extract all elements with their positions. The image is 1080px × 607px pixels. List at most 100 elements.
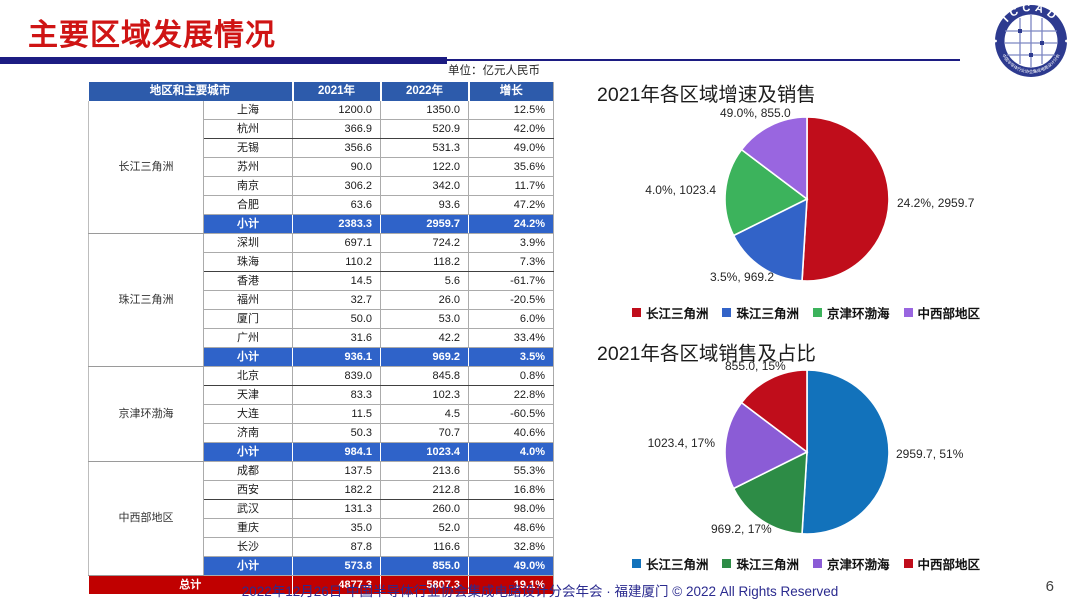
growth-cell: 6.0% — [468, 309, 554, 329]
city-cell: 珠海 — [203, 252, 293, 272]
legend-item-珠江三角洲: 珠江三角洲 — [722, 554, 799, 573]
growth-cell: -20.5% — [468, 290, 554, 310]
legend-item-长江三角洲: 长江三角洲 — [631, 303, 709, 322]
value-2022-cell: 531.3 — [380, 138, 469, 158]
value-2022-cell: 260.0 — [380, 499, 469, 519]
value-2021-cell: 137.5 — [292, 461, 381, 481]
growth-cell: 98.0% — [468, 499, 554, 519]
table-row: 合肥 63.6 93.6 47.2% — [89, 195, 554, 215]
growth-cell: 22.8% — [468, 385, 554, 405]
legend-swatch-icon — [903, 559, 913, 568]
value-2022-cell: 42.2 — [380, 328, 469, 348]
growth-cell: -60.5% — [468, 404, 554, 424]
legend-label: 京津环渤海 — [827, 307, 890, 321]
subtotal-label-cell: 小计 — [203, 347, 293, 367]
value-2021-cell: 31.6 — [292, 328, 381, 348]
legend-item-京津环渤海: 京津环渤海 — [813, 303, 890, 322]
value-2022-cell: 724.2 — [380, 233, 469, 253]
city-cell: 天津 — [203, 385, 293, 405]
pie-slice-珠江三角洲 — [732, 197, 808, 282]
table-row: 广州 31.6 42.2 33.4% — [89, 328, 554, 348]
subtotal-label-cell: 小计 — [203, 442, 293, 462]
table-header: 地区和主要城市 2021年 2022年 增长 — [88, 82, 554, 101]
subtotal-row: 小计 2383.3 2959.7 24.2% — [89, 214, 554, 234]
value-2021-cell: 839.0 — [292, 366, 381, 386]
value-2021-cell: 87.8 — [292, 537, 381, 557]
growth-cell: -61.7% — [468, 271, 554, 291]
legend-swatch-icon — [813, 559, 822, 568]
subtotal-2022-cell: 1023.4 — [380, 442, 469, 462]
growth-cell: 3.9% — [468, 233, 554, 253]
value-2021-cell: 356.6 — [292, 138, 381, 158]
value-2022-cell: 53.0 — [380, 309, 469, 329]
legend-swatch-icon — [813, 308, 822, 317]
city-cell: 成都 — [203, 461, 293, 481]
growth-cell: 55.3% — [468, 461, 554, 481]
value-2022-cell: 342.0 — [380, 176, 469, 196]
city-cell: 苏州 — [203, 157, 293, 177]
legend-label: 长江三角洲 — [645, 558, 709, 572]
pie-slice-长江三角洲 — [801, 116, 890, 282]
table-row: 南京 306.2 342.0 11.7% — [89, 176, 554, 196]
table-row: 长沙 87.8 116.6 32.8% — [89, 537, 554, 557]
table-row: 无锡 356.6 531.3 49.0% — [89, 138, 554, 158]
region-cell: 京津环渤海 — [88, 366, 204, 462]
value-2022-cell: 118.2 — [380, 252, 469, 272]
growth-cell: 35.6% — [468, 157, 554, 177]
pie-slice-中西部地区 — [740, 116, 808, 201]
value-2022-cell: 212.8 — [380, 480, 469, 500]
pie-slice-京津环渤海 — [724, 401, 809, 490]
value-2022-cell: 5.6 — [380, 271, 469, 291]
city-cell: 重庆 — [203, 518, 293, 538]
city-cell: 广州 — [203, 328, 293, 348]
city-cell: 杭州 — [203, 119, 293, 139]
growth-cell: 40.6% — [468, 423, 554, 443]
legend-label: 长江三角洲 — [645, 307, 709, 321]
legend-item-长江三角洲: 长江三角洲 — [631, 554, 709, 573]
subtotal-row: 小计 984.1 1023.4 4.0% — [89, 442, 554, 462]
pie-slice-珠江三角洲 — [732, 450, 808, 535]
table-row: 京津环渤海 北京 839.0 845.8 0.8% — [88, 366, 554, 462]
legend-label: 珠江三角洲 — [736, 558, 799, 572]
title-underline-bar — [0, 57, 447, 64]
legend-item-珠江三角洲: 珠江三角洲 — [722, 303, 799, 322]
value-2021-cell: 110.2 — [292, 252, 381, 272]
table-row: 珠海 110.2 118.2 7.3% — [89, 252, 554, 272]
value-2021-cell: 50.0 — [292, 309, 381, 329]
legend-label: 中西部地区 — [917, 307, 981, 321]
value-2022-cell: 26.0 — [380, 290, 469, 310]
value-2022-cell: 213.6 — [380, 461, 469, 481]
subtotal-row: 小计 936.1 969.2 3.5% — [89, 347, 554, 367]
city-cell: 合肥 — [203, 195, 293, 215]
city-cell: 福州 — [203, 290, 293, 310]
table-header-row: 地区和主要城市 2021年 2022年 增长 — [88, 82, 554, 101]
city-cell: 西安 — [203, 480, 293, 500]
subtotal-label-cell: 小计 — [203, 556, 293, 576]
city-cell: 济南 — [203, 423, 293, 443]
legend-label: 珠江三角洲 — [736, 307, 799, 321]
city-cell: 长沙 — [203, 537, 293, 557]
subtotal-row: 小计 573.8 855.0 49.0% — [89, 556, 554, 576]
header-region-city: 地区和主要城市 — [88, 82, 293, 101]
city-cell: 无锡 — [203, 138, 293, 158]
table-body: 长江三角洲 上海 1200.0 1350.0 12.5% 杭州 366.9 520.9 42.0… — [88, 101, 554, 594]
region-table: 地区和主要城市 2021年 2022年 增长 长江三角洲 上海 1200.0 1350.0 1… — [88, 82, 554, 594]
value-2022-cell: 102.3 — [380, 385, 469, 405]
pie-1-legend: 长江三角洲 珠江三角洲 京津环渤海 中西部地区 — [586, 303, 1026, 322]
table-row: 苏州 90.0 122.0 35.6% — [89, 157, 554, 177]
value-2022-cell: 845.8 — [380, 366, 469, 386]
city-cell: 上海 — [203, 101, 293, 120]
value-2022-cell: 93.6 — [380, 195, 469, 215]
value-2021-cell: 35.0 — [292, 518, 381, 538]
pie-2-label-bohai: 1023.4, 17% — [647, 436, 715, 450]
legend-item-京津环渤海: 京津环渤海 — [813, 554, 890, 573]
growth-cell: 49.0% — [468, 138, 554, 158]
table-row: 西安 182.2 212.8 16.8% — [89, 480, 554, 500]
city-cell: 厦门 — [203, 309, 293, 329]
legend-swatch-icon — [631, 308, 641, 317]
legend-swatch-icon — [722, 559, 732, 568]
region-cell: 长江三角洲 — [88, 101, 204, 234]
legend-label: 京津环渤海 — [827, 558, 890, 572]
subtotal-2021-cell: 2383.3 — [292, 214, 381, 234]
pie-2-label-yangtze: 2959.7, 51% — [896, 447, 964, 461]
